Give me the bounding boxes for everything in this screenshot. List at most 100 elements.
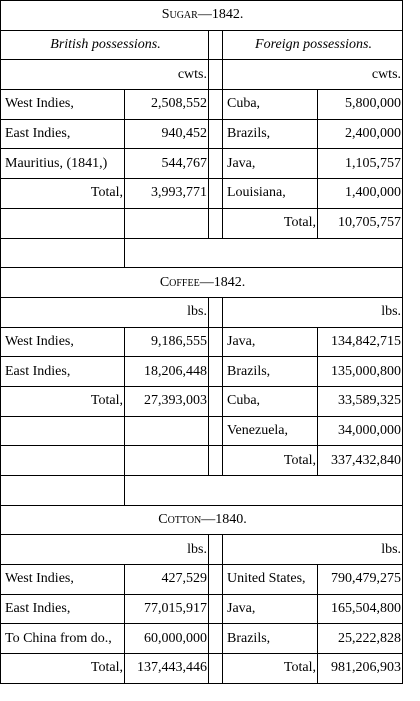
value: 18,206,448 <box>124 356 209 387</box>
data-row: East Indies, 77,015,917 Java, 165,504,800 <box>0 593 404 625</box>
data-row: Total, 27,393,003 Cuba, 33,589,325 <box>0 385 404 417</box>
total-value: 137,443,446 <box>124 653 209 684</box>
value: 25,222,828 <box>316 623 404 655</box>
data-row: East Indies, 18,206,448 Brazils, 135,000,80… <box>0 356 404 387</box>
blank-cell <box>0 415 125 447</box>
spacer <box>208 296 223 328</box>
total-label: Total, <box>0 653 125 684</box>
label: East Indies, <box>0 356 125 387</box>
value: 134,842,715 <box>316 326 404 358</box>
label: West Indies, <box>0 326 125 358</box>
section-title: Sugar—1842. <box>0 0 404 31</box>
header-right: Foreign possessions. <box>221 29 404 61</box>
unit-left: lbs. <box>0 296 209 328</box>
units-row: lbs. lbs. <box>0 534 404 566</box>
data-row: Total, 10,705,757 <box>0 207 404 239</box>
spacer <box>208 415 223 447</box>
data-row: Mauritius, (1841,) 544,767 Java, 1,105,757 <box>0 148 404 180</box>
units-row: lbs. lbs. <box>0 296 404 328</box>
title-row: Coffee—1842. <box>0 267 404 298</box>
separator-row <box>0 237 404 269</box>
spacer <box>208 385 223 417</box>
value: 33,589,325 <box>316 385 404 417</box>
unit-right: lbs. <box>221 296 404 328</box>
total-value: 3,993,771 <box>124 178 209 209</box>
label: West Indies, <box>0 564 125 595</box>
data-row: Total, 337,432,840 <box>0 445 404 476</box>
spacer <box>208 89 223 120</box>
spacer <box>208 59 223 91</box>
data-row: West Indies, 427,529 United States, 790,479… <box>0 564 404 595</box>
section-title: Cotton—1840. <box>0 504 404 536</box>
value: 2,508,552 <box>124 89 209 120</box>
blank-cell <box>124 207 209 239</box>
section-title: Coffee—1842. <box>0 267 404 298</box>
spacer <box>208 29 223 61</box>
value: 427,529 <box>124 564 209 595</box>
blank-cell <box>0 237 125 269</box>
value: 165,504,800 <box>316 593 404 625</box>
blank-cell <box>0 207 125 239</box>
data-row: Total, 137,443,446 Total, 981,206,903 <box>0 653 404 684</box>
label: Cuba, <box>222 89 318 120</box>
label: Brazils, <box>222 356 318 387</box>
label: Cuba, <box>222 385 318 417</box>
title-row: Sugar—1842. <box>0 0 404 31</box>
total-value: 337,432,840 <box>316 445 404 476</box>
title-row: Cotton—1840. <box>0 504 404 536</box>
separator-row <box>0 475 404 506</box>
label: Brazils, <box>222 623 318 655</box>
header-left: British possessions. <box>0 29 209 61</box>
total-value: 27,393,003 <box>124 385 209 417</box>
unit-right: lbs. <box>221 534 404 566</box>
value: 790,479,275 <box>316 564 404 595</box>
value: 135,000,800 <box>316 356 404 387</box>
total-label: Total, <box>0 178 125 209</box>
label: United States, <box>222 564 318 595</box>
spacer <box>208 207 223 239</box>
blank-cell <box>123 475 404 506</box>
unit-right: cwts. <box>221 59 404 91</box>
label: Java, <box>222 148 318 180</box>
spacer <box>208 148 223 180</box>
value: 5,800,000 <box>316 89 404 120</box>
value: 9,186,555 <box>124 326 209 358</box>
spacer <box>208 534 223 566</box>
data-row: West Indies, 2,508,552 Cuba, 5,800,000 <box>0 89 404 120</box>
value: 1,400,000 <box>316 178 404 209</box>
blank-cell <box>0 475 125 506</box>
total-label: Total, <box>222 207 318 239</box>
label: Mauritius, (1841,) <box>0 148 125 180</box>
value: 77,015,917 <box>124 593 209 625</box>
data-row: Total, 3,993,771 Louisiana, 1,400,000 <box>0 178 404 209</box>
label: Venezuela, <box>222 415 318 447</box>
spacer <box>208 623 223 655</box>
units-row: cwts. cwts. <box>0 59 404 91</box>
total-label: Total, <box>222 653 318 684</box>
total-value: 981,206,903 <box>316 653 404 684</box>
value: 1,105,757 <box>316 148 404 180</box>
data-row: To China from do., 60,000,000 Brazils, 25,2… <box>0 623 404 655</box>
label: Louisiana, <box>222 178 318 209</box>
value: 2,400,000 <box>316 118 404 150</box>
label: East Indies, <box>0 593 125 625</box>
unit-left: lbs. <box>0 534 209 566</box>
total-value: 10,705,757 <box>316 207 404 239</box>
trade-table: Sugar—1842. British possessions. Foreign p… <box>0 0 404 684</box>
spacer <box>208 326 223 358</box>
spacer <box>208 653 223 684</box>
total-label: Total, <box>222 445 318 476</box>
label: To China from do., <box>0 623 125 655</box>
value: 544,767 <box>124 148 209 180</box>
blank-cell <box>124 445 209 476</box>
label: Java, <box>222 593 318 625</box>
spacer <box>208 445 223 476</box>
data-row: Venezuela, 34,000,000 <box>0 415 404 447</box>
blank-cell <box>124 415 209 447</box>
spacer <box>208 593 223 625</box>
spacer <box>208 118 223 150</box>
header-row: British possessions. Foreign possessions. <box>0 29 404 61</box>
value: 34,000,000 <box>316 415 404 447</box>
spacer <box>208 564 223 595</box>
